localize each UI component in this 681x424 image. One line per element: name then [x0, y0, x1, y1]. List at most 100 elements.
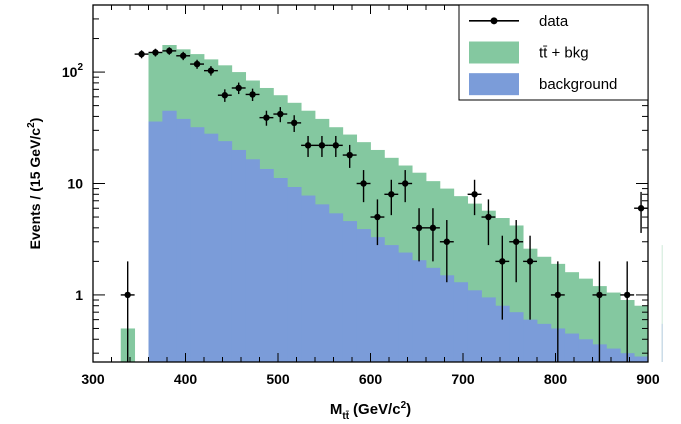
data-point: [467, 179, 482, 216]
data-point: [370, 199, 385, 246]
legend-label: tt̄ + bkg: [539, 45, 589, 62]
data-marker: [207, 67, 215, 74]
data-marker: [193, 60, 201, 68]
data-marker: [471, 191, 478, 198]
y-axis-label: Events / (15 GeV/c2): [26, 118, 43, 250]
hist-bar: [259, 168, 274, 362]
data-marker: [401, 180, 409, 187]
hist-bar: [384, 245, 399, 362]
x-tick-label: 900: [636, 371, 660, 387]
data-marker: [526, 258, 534, 265]
data-marker: [346, 151, 353, 159]
data-marker: [318, 142, 326, 149]
data-point: [259, 110, 274, 126]
x-tick-label: 500: [266, 371, 290, 387]
data-marker: [138, 50, 145, 58]
hist-bar: [398, 252, 413, 362]
data-marker: [443, 238, 451, 245]
data-marker: [166, 47, 173, 55]
data-point: [134, 50, 149, 59]
y-tick-label: 102: [62, 62, 84, 80]
data-point: [412, 208, 426, 262]
data-point: [495, 235, 510, 320]
data-marker: [304, 142, 312, 149]
data-marker: [596, 291, 603, 299]
hist-bar: [509, 312, 524, 362]
data-marker: [623, 291, 631, 299]
data-marker: [637, 205, 645, 212]
data-marker: [263, 114, 270, 121]
y-tick-label: 10: [67, 176, 83, 192]
data-point: [120, 261, 135, 362]
x-tick-label: 400: [174, 371, 198, 387]
data-marker: [235, 84, 242, 92]
data-point: [384, 179, 399, 216]
data-point: [315, 135, 329, 157]
data-point: [426, 208, 440, 262]
data-point: [439, 220, 454, 283]
data-point: [356, 170, 371, 203]
hist-bar: [439, 275, 455, 362]
hist-bar: [453, 282, 469, 362]
hist-bar: [315, 204, 330, 362]
data-point: [634, 191, 648, 233]
hist-bar: [606, 348, 621, 362]
hist-bar: [426, 267, 441, 362]
data-point: [481, 199, 496, 246]
data-points: [120, 47, 648, 362]
data-point: [190, 59, 204, 69]
legend-entry: data: [469, 13, 569, 30]
hist-bar: [217, 141, 233, 362]
data-point: [550, 261, 565, 362]
data-marker: [388, 191, 395, 198]
y-tick-label: 1: [75, 287, 83, 303]
legend-swatch: [469, 73, 519, 96]
data-marker: [290, 119, 298, 127]
data-point: [231, 82, 246, 95]
hist-bar: [190, 127, 205, 362]
x-tick-label: 300: [81, 371, 105, 387]
data-point: [217, 89, 232, 102]
data-point: [176, 51, 191, 61]
hist-bar: [578, 339, 593, 362]
hist-bar: [523, 319, 538, 362]
legend: data tt̄ + bkg background: [458, 4, 649, 101]
hist-bar: [148, 121, 163, 362]
hist-bar: [301, 195, 316, 362]
hist-bar: [176, 118, 191, 362]
data-point: [162, 47, 177, 55]
hist-bar: [564, 333, 580, 362]
data-point: [301, 135, 315, 157]
legend-swatch: [469, 41, 519, 64]
data-marker: [429, 224, 437, 232]
data-marker: [485, 213, 492, 221]
hist-bar: [204, 133, 219, 362]
data-point: [328, 135, 343, 157]
data-marker: [374, 213, 381, 221]
data-marker: [415, 224, 423, 232]
hist-bar: [342, 221, 358, 362]
data-marker: [179, 52, 187, 59]
data-marker: [152, 49, 159, 56]
x-axis-ticks: 300 400 500 600 700 800 900: [81, 5, 660, 387]
data-marker: [332, 142, 340, 149]
data-marker: [124, 291, 131, 299]
hist-bar: [231, 149, 247, 362]
hist-bar: [245, 159, 260, 362]
hist-bar: [287, 187, 302, 362]
data-marker: [554, 291, 562, 299]
data-marker: [249, 91, 256, 98]
data-point: [148, 48, 163, 57]
data-point: [592, 261, 607, 362]
x-tick-label: 800: [544, 371, 568, 387]
x-axis-label: Mtt̄ (GeV/c2): [330, 400, 411, 422]
hist-bar: [370, 237, 385, 362]
legend-entry: tt̄ + bkg: [469, 41, 589, 64]
data-point: [342, 144, 357, 168]
data-point: [509, 220, 524, 283]
data-marker: [512, 238, 520, 245]
data-marker: [221, 92, 229, 99]
hist-bar: [634, 356, 649, 362]
data-point: [204, 66, 218, 76]
